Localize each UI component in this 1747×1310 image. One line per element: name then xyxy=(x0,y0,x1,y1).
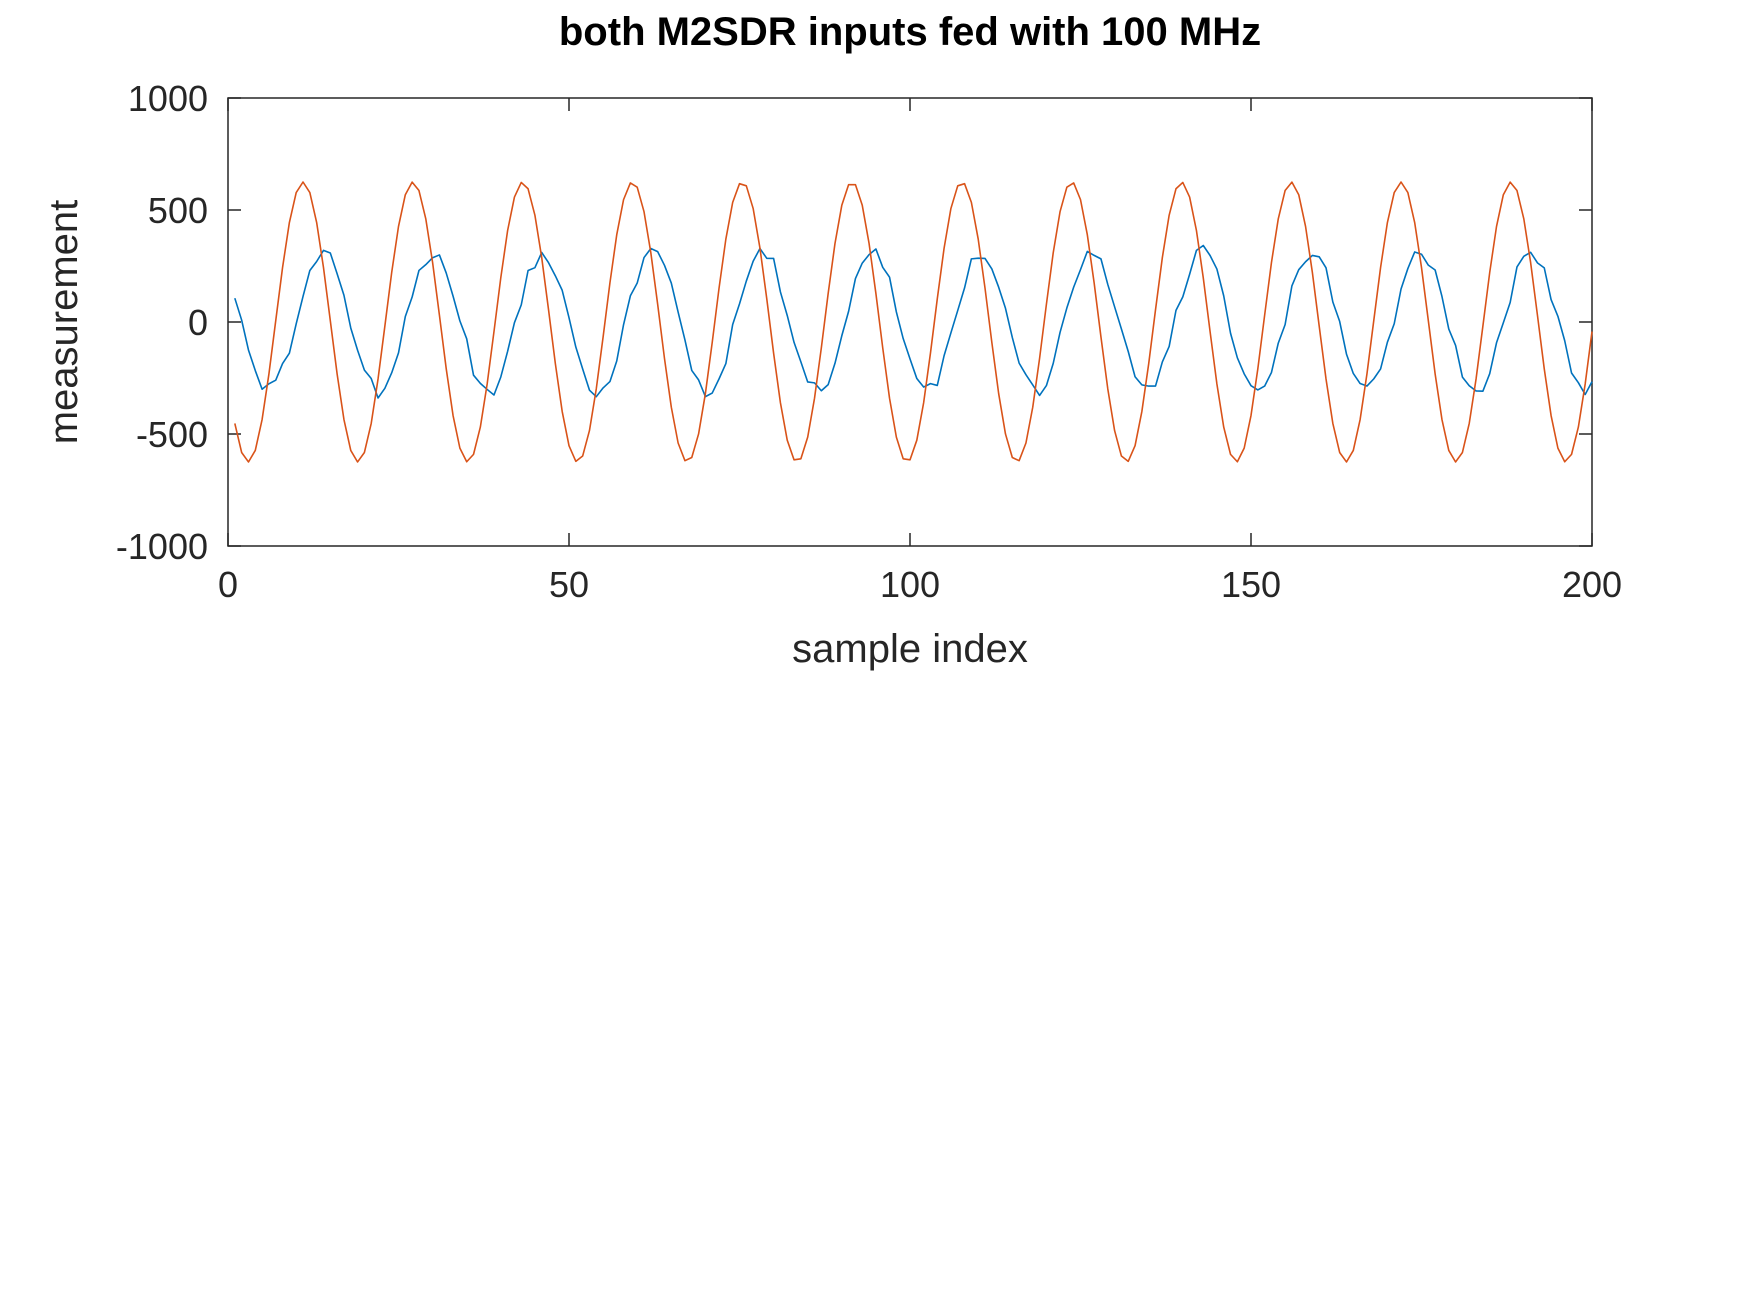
y-tick-label: 0 xyxy=(188,302,208,343)
y-tick-label: -500 xyxy=(136,414,208,455)
series-lines xyxy=(234,181,1593,463)
y-tick-label: -1000 xyxy=(116,526,208,567)
x-tick-label: 0 xyxy=(218,564,238,605)
x-tick-label: 50 xyxy=(549,564,589,605)
x-tick-label: 150 xyxy=(1221,564,1281,605)
plot-area: 0 50 100 150 200 -1000 -500 0 500 1000 xyxy=(116,78,1622,605)
x-tick-label: 100 xyxy=(880,564,940,605)
x-axis-label: sample index xyxy=(792,627,1028,671)
x-tick-label: 200 xyxy=(1562,564,1622,605)
y-tick-label: 500 xyxy=(148,190,208,231)
chart-title: both M2SDR inputs fed with 100 MHz xyxy=(559,10,1261,54)
y-axis-label: measurement xyxy=(42,200,86,445)
series-line-2 xyxy=(234,181,1593,463)
axis-ticks: 0 50 100 150 200 -1000 -500 0 500 1000 xyxy=(116,78,1622,605)
y-tick-label: 1000 xyxy=(128,78,208,119)
plot-frame xyxy=(227,97,1593,547)
